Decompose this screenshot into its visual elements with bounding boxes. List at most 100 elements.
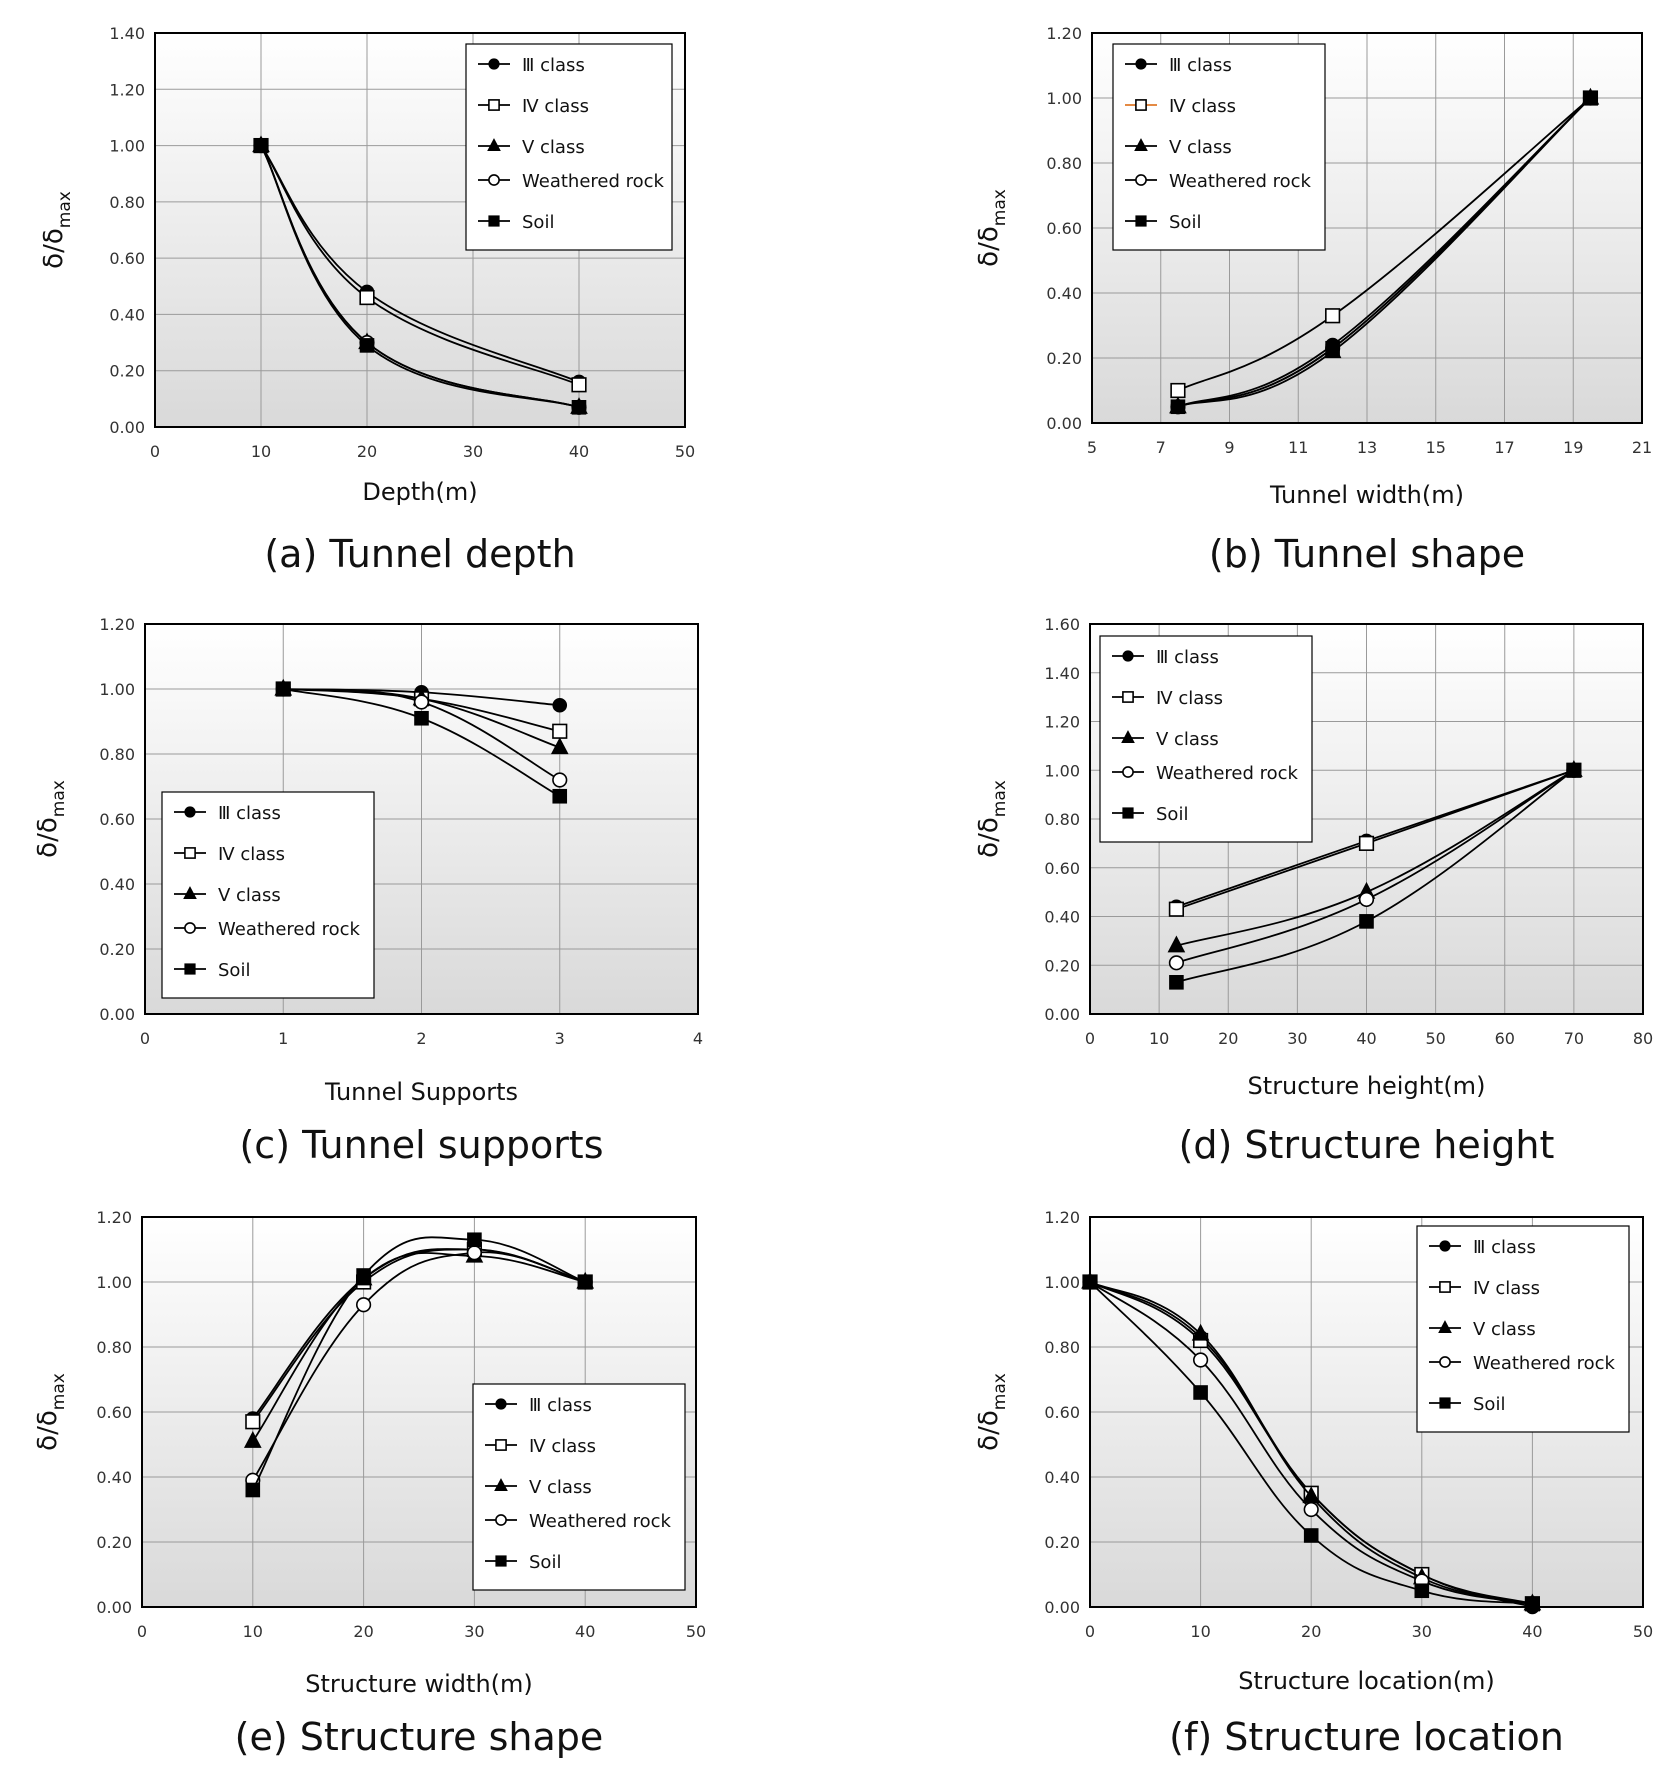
plot-border xyxy=(144,623,699,1015)
chart-panel-5: 0.00 0.20 0.40 0.60 0.80 1.00 1.20 0 10 20 30 40 50 S… xyxy=(33,1208,706,1759)
panel-caption: (e) Structure shape xyxy=(235,1715,604,1759)
data-point-marker xyxy=(1082,1274,1098,1290)
y-tick-label: 0.40 xyxy=(109,305,145,324)
series-line xyxy=(1089,1281,1533,1605)
data-point-marker xyxy=(1303,1501,1319,1518)
x-axis-title: Depth(m) xyxy=(362,478,477,506)
legend-label: Weathered rock xyxy=(1156,763,1299,784)
y-tick-label: 0.80 xyxy=(99,745,135,764)
y-tick-label: 0.20 xyxy=(1044,956,1080,975)
y-tick-label: 1.20 xyxy=(96,1208,132,1227)
x-tick-label: 9 xyxy=(1224,438,1234,457)
y-tick-label: 1.00 xyxy=(96,1273,132,1292)
legend-swatch-marker xyxy=(1135,99,1147,111)
legend-swatch-marker xyxy=(1438,1320,1452,1334)
legend-label: Ⅴ class xyxy=(1156,729,1219,750)
y-tick-label: 1.00 xyxy=(1044,761,1080,780)
legend: Ⅲ class Ⅳ class Ⅴ class Weathered rock Soil xyxy=(1112,43,1326,251)
legend-label: Ⅲ class xyxy=(218,803,281,824)
y-tick-label: 0.40 xyxy=(1044,908,1080,927)
data-point-marker xyxy=(571,377,587,393)
x-tick-label: 40 xyxy=(1356,1029,1376,1048)
y-tick-label: 0.80 xyxy=(1044,810,1080,829)
x-tick-label: 40 xyxy=(575,1622,595,1641)
legend-swatch-marker xyxy=(1121,730,1135,744)
data-point-marker xyxy=(1191,1323,1210,1341)
y-axis-title: δ/δmax xyxy=(33,780,69,858)
legend-swatch-marker xyxy=(1122,766,1134,778)
y-tick-label: 0.20 xyxy=(99,940,135,959)
panel-caption: (a) Tunnel depth xyxy=(264,532,575,576)
legend-label: Soil xyxy=(1473,1394,1505,1415)
legend-swatch-marker xyxy=(1122,650,1134,662)
legend-swatch-marker xyxy=(1439,1281,1451,1293)
x-tick-label: 11 xyxy=(1288,438,1308,457)
x-tick-label: 0 xyxy=(140,1029,150,1048)
chart-panel-6: 0.00 0.20 0.40 0.60 0.80 1.00 1.20 0 10 20 30 40 50 S… xyxy=(974,1208,1653,1759)
x-tick-label: 0 xyxy=(150,442,160,461)
series-line xyxy=(1089,1281,1533,1605)
legend-label: Ⅳ class xyxy=(1473,1278,1540,1299)
series-ⅳ-class xyxy=(1170,90,1599,399)
y-tick-label: 1.20 xyxy=(109,80,145,99)
y-tick-label: 0.20 xyxy=(1044,1533,1080,1552)
y-tick-label: 0.00 xyxy=(1044,1005,1080,1024)
y-tick-label: 1.40 xyxy=(1044,664,1080,683)
x-tick-label: 7 xyxy=(1156,438,1166,457)
data-point-marker xyxy=(1169,975,1184,990)
y-tick-label: 0.00 xyxy=(109,418,145,437)
legend-swatch-marker xyxy=(1134,138,1148,152)
legend-label: Soil xyxy=(1169,212,1201,233)
legend-swatch-marker xyxy=(488,215,500,227)
data-point-marker xyxy=(571,400,587,415)
x-tick-label: 30 xyxy=(464,1622,484,1641)
x-axis-title: Tunnel width(m) xyxy=(1269,481,1464,509)
chart-panel-4: 0.00 0.20 0.40 0.60 0.80 1.00 1.20 1.40 1.60 0 10 2… xyxy=(974,615,1653,1167)
legend-label: Soil xyxy=(218,960,250,981)
y-axis-title: δ/δmax xyxy=(974,189,1010,267)
y-tick-label: 0.20 xyxy=(96,1533,132,1552)
legend: Ⅲ class Ⅳ class Ⅴ class Weathered rock Soil xyxy=(465,43,673,251)
x-tick-label: 20 xyxy=(1218,1029,1238,1048)
y-tick-label: 0.40 xyxy=(99,875,135,894)
series-line xyxy=(252,1236,586,1491)
data-point-marker xyxy=(552,788,568,804)
x-tick-label: 4 xyxy=(693,1029,703,1048)
x-tick-label: 17 xyxy=(1494,438,1514,457)
x-tick-label: 19 xyxy=(1563,438,1583,457)
data-point-marker xyxy=(552,697,568,713)
legend-label: Ⅴ class xyxy=(218,885,281,906)
y-tick-label: 0.80 xyxy=(1046,154,1082,173)
x-tick-label: 80 xyxy=(1633,1029,1653,1048)
series-weathered-rock xyxy=(275,681,568,788)
data-point-marker xyxy=(1168,901,1185,917)
legend-label: Ⅲ class xyxy=(1169,55,1232,76)
data-point-marker xyxy=(550,737,569,755)
x-tick-label: 70 xyxy=(1564,1029,1584,1048)
y-tick-label: 0.00 xyxy=(1044,1598,1080,1617)
y-axis-title: δ/δmax xyxy=(39,191,75,269)
legend-label: Weathered rock xyxy=(522,171,665,192)
x-tick-label: 15 xyxy=(1426,438,1446,457)
legend-swatch-marker xyxy=(1439,1356,1451,1368)
data-point-marker xyxy=(413,694,430,710)
data-point-marker xyxy=(1583,90,1598,106)
plot-border xyxy=(1089,1216,1644,1608)
legend-swatch-marker xyxy=(495,1398,507,1410)
legend-label: Ⅴ class xyxy=(1473,1319,1536,1340)
legend-label: Ⅲ class xyxy=(1473,1237,1536,1258)
panel-caption: (b) Tunnel shape xyxy=(1209,532,1525,576)
data-point-marker xyxy=(253,138,269,153)
x-axis-title: Tunnel Supports xyxy=(324,1078,518,1106)
y-tick-label: 0.80 xyxy=(96,1338,132,1357)
y-tick-label: 0.40 xyxy=(1044,1468,1080,1487)
legend-swatch-marker xyxy=(1122,691,1134,703)
data-point-marker xyxy=(1168,955,1185,971)
y-tick-label: 0.60 xyxy=(99,810,135,829)
y-tick-label: 0.60 xyxy=(1044,859,1080,878)
series-soil xyxy=(253,138,587,415)
legend-swatch-marker xyxy=(487,138,501,152)
data-point-marker xyxy=(1170,382,1186,399)
x-tick-label: 0 xyxy=(137,1622,147,1641)
x-tick-label: 30 xyxy=(1287,1029,1307,1048)
